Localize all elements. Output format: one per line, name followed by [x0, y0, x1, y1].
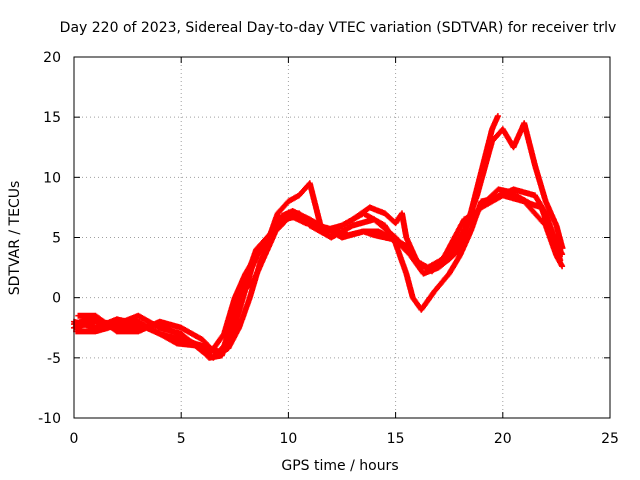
y-tick-label: 10 [43, 170, 61, 186]
y-tick-label: -10 [38, 411, 61, 427]
y-tick-label: 0 [52, 291, 61, 307]
x-tick-label: 15 [387, 431, 405, 447]
x-tick-label: 20 [494, 431, 512, 447]
x-tick-label: 5 [177, 431, 186, 447]
y-tick-label: 5 [52, 231, 61, 247]
x-tick-label: 10 [279, 431, 297, 447]
y-tick-label: 15 [43, 110, 61, 126]
x-tick-label: 25 [601, 431, 619, 447]
y-axis-label: SDTVAR / TECUs [7, 181, 23, 296]
y-tick-label: 20 [43, 50, 61, 66]
chart-title: Day 220 of 2023, Sidereal Day-to-day VTE… [60, 20, 617, 36]
plot-frame [73, 56, 611, 419]
x-tick-label: 0 [70, 431, 79, 447]
data-series [71, 113, 566, 361]
axis-ticks: 0 5 10 15 20 25 -10 -5 0 5 10 15 20 [38, 50, 619, 447]
x-axis-label: GPS time / hours [281, 458, 398, 474]
y-tick-label: -5 [47, 351, 61, 367]
